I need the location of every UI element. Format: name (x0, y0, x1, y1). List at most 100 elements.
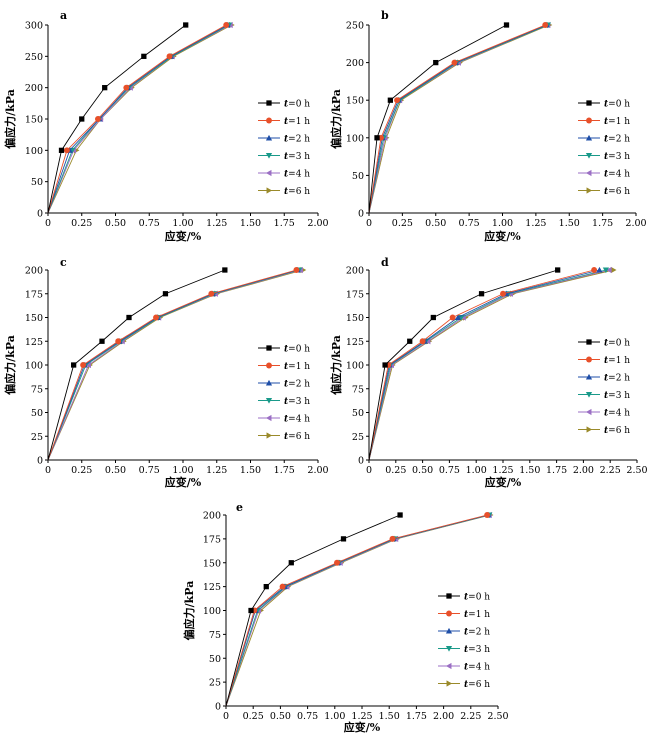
chart-panel-a: 0 0.25 0.50 0.75 1.00 1.25 1.50 1.75 2.00 0 50 100 1… (3, 9, 329, 243)
series-line (368, 269, 595, 461)
legend-label: t=1 h (604, 117, 630, 127)
data-point (374, 135, 380, 141)
series-t-3-h (225, 512, 493, 707)
y-tick-label: 250 (25, 52, 43, 63)
y-tick-label: 100 (346, 133, 364, 144)
data-point (141, 53, 147, 59)
x-tick-label: 1.00 (324, 711, 345, 722)
y-tick-label: 50 (209, 654, 221, 665)
series-t-0-h (368, 22, 510, 214)
x-tick-label: 1.50 (559, 218, 580, 229)
legend-label: t=2 h (284, 135, 310, 145)
y-tick-label: 75 (31, 384, 43, 395)
x-tick-label: 0.75 (297, 711, 318, 722)
x-tick-label: 0 (223, 711, 229, 722)
series-t-2-h (225, 511, 492, 707)
legend-label: t=6 h (284, 187, 310, 197)
y-tick-label: 50 (352, 171, 364, 182)
x-tick-label: 1.50 (240, 465, 261, 476)
data-point (419, 338, 426, 345)
data-point (248, 607, 254, 614)
data-point (424, 338, 431, 345)
legend: t=0 h t=1 h t=2 h t=3 h t=4 h t=6 h (438, 593, 490, 690)
y-tick-label: 100 (203, 606, 221, 617)
data-point (454, 314, 462, 320)
y-tick-label: 25 (31, 432, 43, 443)
y-tick-label: 75 (209, 630, 221, 641)
legend-marker (265, 153, 273, 159)
x-tick-label: 2.00 (433, 711, 454, 722)
y-tick-label: 150 (203, 558, 221, 569)
data-point (451, 59, 458, 66)
x-tick-label: 0.25 (71, 465, 92, 476)
legend-label: t=1 h (284, 117, 310, 127)
y-tick-label: 0 (37, 209, 43, 220)
series-line (225, 514, 491, 707)
x-tick-label: 2.00 (307, 465, 328, 476)
legend-marker (266, 362, 272, 369)
legend-marker (265, 398, 273, 404)
data-point (478, 291, 485, 297)
legend-label: t=4 h (284, 415, 310, 425)
series-t-1-h (47, 267, 300, 461)
legend: t=0 h t=1 h t=2 h t=3 h t=4 h t=6 h (578, 339, 630, 436)
legend-label: t=0 h (604, 339, 630, 349)
series-t-3-h (368, 267, 610, 461)
legend-label: t=4 h (604, 409, 630, 419)
y-axis-label: 偏应力/kPa (3, 335, 17, 395)
data-point (85, 361, 91, 369)
legend-marker (445, 627, 453, 634)
data-point (387, 97, 393, 103)
legend-label: t=6 h (604, 426, 630, 436)
data-point (542, 22, 549, 28)
x-axis-label: 应变/% (484, 229, 521, 243)
legend: t=0 h t=1 h t=2 h t=3 h t=4 h t=6 h (258, 345, 310, 442)
y-tick-label: 75 (352, 384, 364, 395)
chart-panel-d: 0 0.25 0.50 0.75 1.00 1.25 1.50 1.75 2.00 2.25 2.5… (329, 256, 648, 489)
series-t-0-h (368, 267, 561, 461)
x-tick-label: 1.25 (525, 218, 546, 229)
x-tick-label: 2.25 (600, 465, 621, 476)
y-tick-label: 25 (352, 432, 364, 443)
data-point (223, 22, 230, 28)
series-line (225, 514, 401, 707)
series-line (47, 269, 297, 461)
y-tick-label: 200 (25, 83, 43, 94)
x-tick-label: 0.75 (139, 218, 160, 229)
y-axis-label: 偏应力/kPa (3, 89, 17, 149)
data-point (591, 267, 598, 273)
legend-label: t=4 h (284, 170, 310, 180)
legend-marker (445, 646, 453, 652)
y-tick-label: 150 (25, 115, 43, 126)
y-tick-label: 100 (25, 146, 43, 157)
series-line (47, 24, 186, 214)
y-tick-label: 200 (203, 511, 221, 522)
legend-label: t=0 h (284, 345, 310, 355)
data-point (293, 267, 300, 273)
x-tick-label: 1.75 (546, 465, 567, 476)
y-tick-label: 175 (203, 534, 221, 545)
data-point (602, 267, 610, 274)
series-t-4-h (368, 21, 551, 214)
data-point (102, 85, 108, 91)
series-t-1-h (225, 512, 491, 707)
legend-marker (586, 100, 592, 106)
series-line (368, 24, 550, 214)
y-tick-label: 50 (31, 408, 43, 419)
data-point (382, 362, 388, 368)
legend-label: t=6 h (464, 680, 490, 690)
legend-marker (585, 373, 593, 380)
series-t-6-h (368, 266, 617, 461)
data-point (555, 267, 561, 273)
data-point (263, 583, 269, 590)
legend-marker (586, 356, 592, 363)
data-point (71, 362, 77, 368)
series-t-0-h (47, 22, 189, 214)
x-tick-label: 0.75 (139, 465, 160, 476)
legend-marker (265, 169, 272, 177)
legend-label: t=1 h (284, 362, 310, 372)
series-line (47, 24, 230, 214)
x-tick-label: 2.00 (573, 465, 594, 476)
series-line (368, 24, 507, 214)
x-tick-label: 1.25 (492, 465, 513, 476)
